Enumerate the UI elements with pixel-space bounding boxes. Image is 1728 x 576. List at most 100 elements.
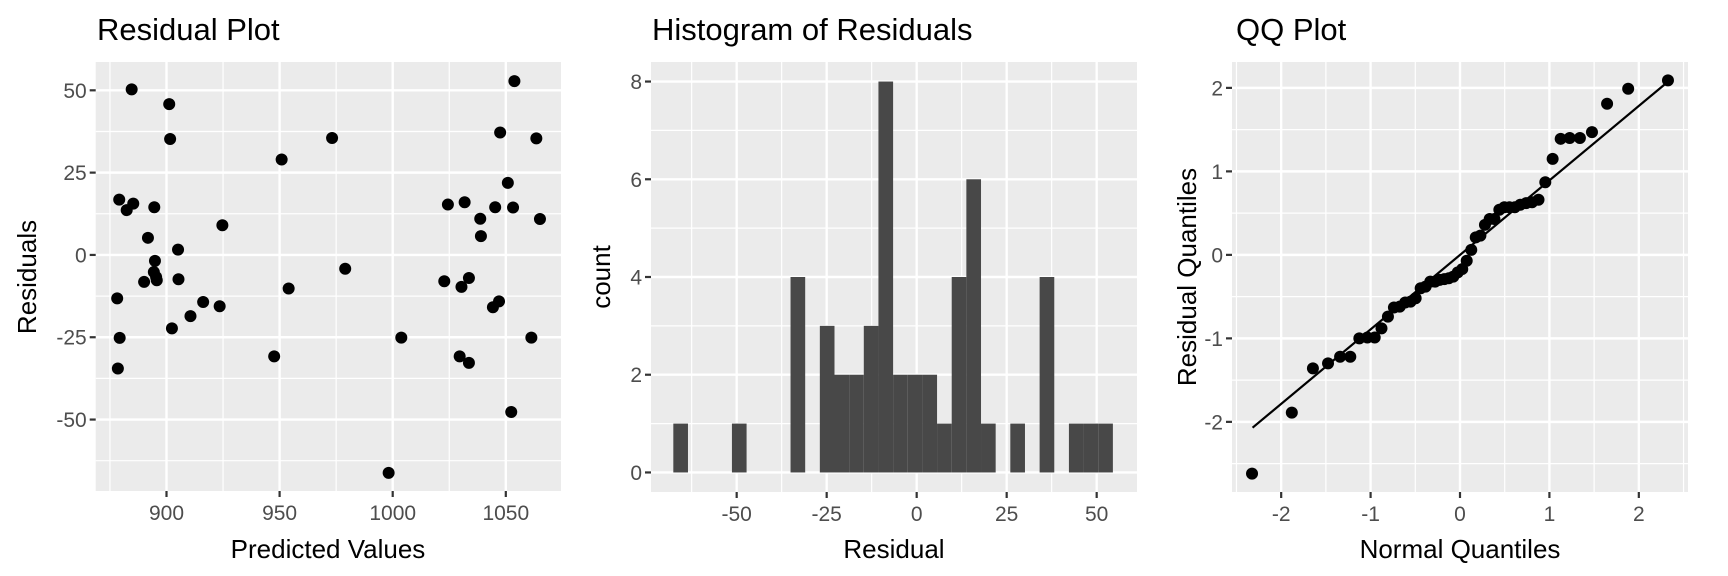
residual-point xyxy=(474,230,487,243)
residual-point xyxy=(282,282,295,295)
residual-point xyxy=(113,331,126,344)
residual-point xyxy=(438,275,451,288)
qq-point xyxy=(1285,406,1298,419)
qq-point xyxy=(1344,350,1357,363)
qq-point xyxy=(1585,126,1598,139)
residual-point xyxy=(533,213,546,226)
qq-point xyxy=(1246,467,1259,480)
qq-point xyxy=(1368,331,1381,344)
residual-point xyxy=(268,350,281,363)
residual-point xyxy=(462,356,475,369)
qq-point xyxy=(1409,292,1422,305)
residual-point xyxy=(120,204,133,217)
qq-plot-panel: -2 -1 0 1 2 -2 -1 0 1 2 xyxy=(1204,62,1688,526)
qq-point xyxy=(1322,357,1335,370)
histogram-bar xyxy=(790,277,806,473)
qq-point xyxy=(1375,322,1388,335)
histogram-y-tick-label: 8 xyxy=(630,71,642,94)
histogram-bar xyxy=(878,81,894,473)
residual-point xyxy=(138,275,151,288)
residual-point xyxy=(150,274,163,287)
qq-point xyxy=(1306,362,1319,375)
residual-point xyxy=(125,83,138,96)
histogram-x-tick-label: 0 xyxy=(911,503,923,526)
residual-point xyxy=(164,133,177,146)
histogram-bar xyxy=(849,374,864,473)
residual-point xyxy=(508,75,521,88)
qq-plot-y-axis-label: Residual Quantiles xyxy=(1172,168,1202,386)
histogram-bar xyxy=(819,325,835,473)
qq-plot-y-tick-label: -1 xyxy=(1204,328,1223,351)
histogram-y-tick-label: 0 xyxy=(630,462,642,485)
qq-point xyxy=(1488,212,1501,225)
qq-plot-x-tick-label: -2 xyxy=(1272,503,1291,526)
qq-point xyxy=(1554,132,1567,145)
histogram-bar xyxy=(834,374,850,473)
histogram-bar xyxy=(731,423,747,473)
qq-plot-y-tick-label: -2 xyxy=(1204,411,1223,434)
residual-plot-y-tick-label: 50 xyxy=(63,80,86,103)
residual-point xyxy=(455,280,468,293)
histogram-bar xyxy=(1039,277,1055,473)
residual-point xyxy=(339,262,352,275)
residual-plot-y-tick-label: -50 xyxy=(56,409,86,432)
histogram-x-tick-label: -25 xyxy=(812,503,842,526)
residual-point xyxy=(505,405,518,418)
residual-point xyxy=(111,292,124,305)
histogram-panel: -50 -25 0 25 50 0 2 4 6 8 xyxy=(630,62,1137,526)
histogram-bar xyxy=(1010,423,1025,473)
histogram-bar xyxy=(951,277,967,473)
qq-point xyxy=(1546,152,1559,165)
histogram-y-tick-label: 2 xyxy=(630,364,642,387)
qq-point xyxy=(1601,97,1614,110)
histogram-y-tick-label: 6 xyxy=(630,169,642,192)
qq-plot-x-tick-label: -1 xyxy=(1361,503,1380,526)
residual-point xyxy=(141,231,154,244)
residual-plot-x-tick-label: 900 xyxy=(149,502,184,525)
residual-point xyxy=(441,198,454,211)
residual-point xyxy=(275,153,288,166)
histogram-title: Histogram of Residuals xyxy=(652,12,972,47)
residual-point xyxy=(501,176,514,189)
qq-plot-x-axis-label: Normal Quantiles xyxy=(1360,534,1561,564)
histogram-bar xyxy=(863,325,879,473)
qq-point xyxy=(1474,229,1487,242)
histogram-bar xyxy=(1068,423,1084,473)
qq-plot-x-tick-label: 1 xyxy=(1544,503,1556,526)
residual-point xyxy=(489,201,502,214)
qq-point xyxy=(1622,82,1635,95)
qq-plot-x-tick-label: 0 xyxy=(1454,503,1466,526)
residual-point xyxy=(525,331,538,344)
residual-point xyxy=(111,362,124,375)
qq-plot-x-tick-label: 2 xyxy=(1633,503,1645,526)
residual-point xyxy=(326,132,339,145)
qq-plot-title: QQ Plot xyxy=(1236,12,1347,47)
residual-point xyxy=(507,201,520,214)
residual-point xyxy=(530,132,543,145)
histogram-bar xyxy=(966,179,982,473)
residual-point xyxy=(453,350,466,363)
qq-point xyxy=(1573,131,1586,144)
residual-point xyxy=(184,310,197,323)
residual-point xyxy=(493,295,506,308)
residual-plot-y-tick-label: 0 xyxy=(75,244,87,267)
histogram-bar xyxy=(893,374,908,473)
residual-point xyxy=(113,193,126,206)
residual-plot-y-tick-label: 25 xyxy=(63,162,86,185)
residual-point xyxy=(382,466,395,479)
qq-point xyxy=(1563,131,1576,144)
histogram-bar xyxy=(673,423,688,473)
residual-plot-x-axis-label: Predicted Values xyxy=(231,534,426,564)
residual-point xyxy=(494,126,507,139)
residual-point xyxy=(165,322,178,335)
qq-plot-y-tick-label: 1 xyxy=(1211,161,1223,184)
histogram-bar xyxy=(1083,423,1099,473)
residual-plot-x-tick-label: 1050 xyxy=(482,502,529,525)
histogram-bar xyxy=(937,423,952,473)
residual-point xyxy=(172,243,185,256)
residual-point xyxy=(462,271,475,284)
qq-point xyxy=(1381,310,1394,323)
qq-point xyxy=(1334,350,1347,363)
residual-plot-panel: 900 950 1000 1050 -50 -25 0 25 50 xyxy=(56,62,561,525)
